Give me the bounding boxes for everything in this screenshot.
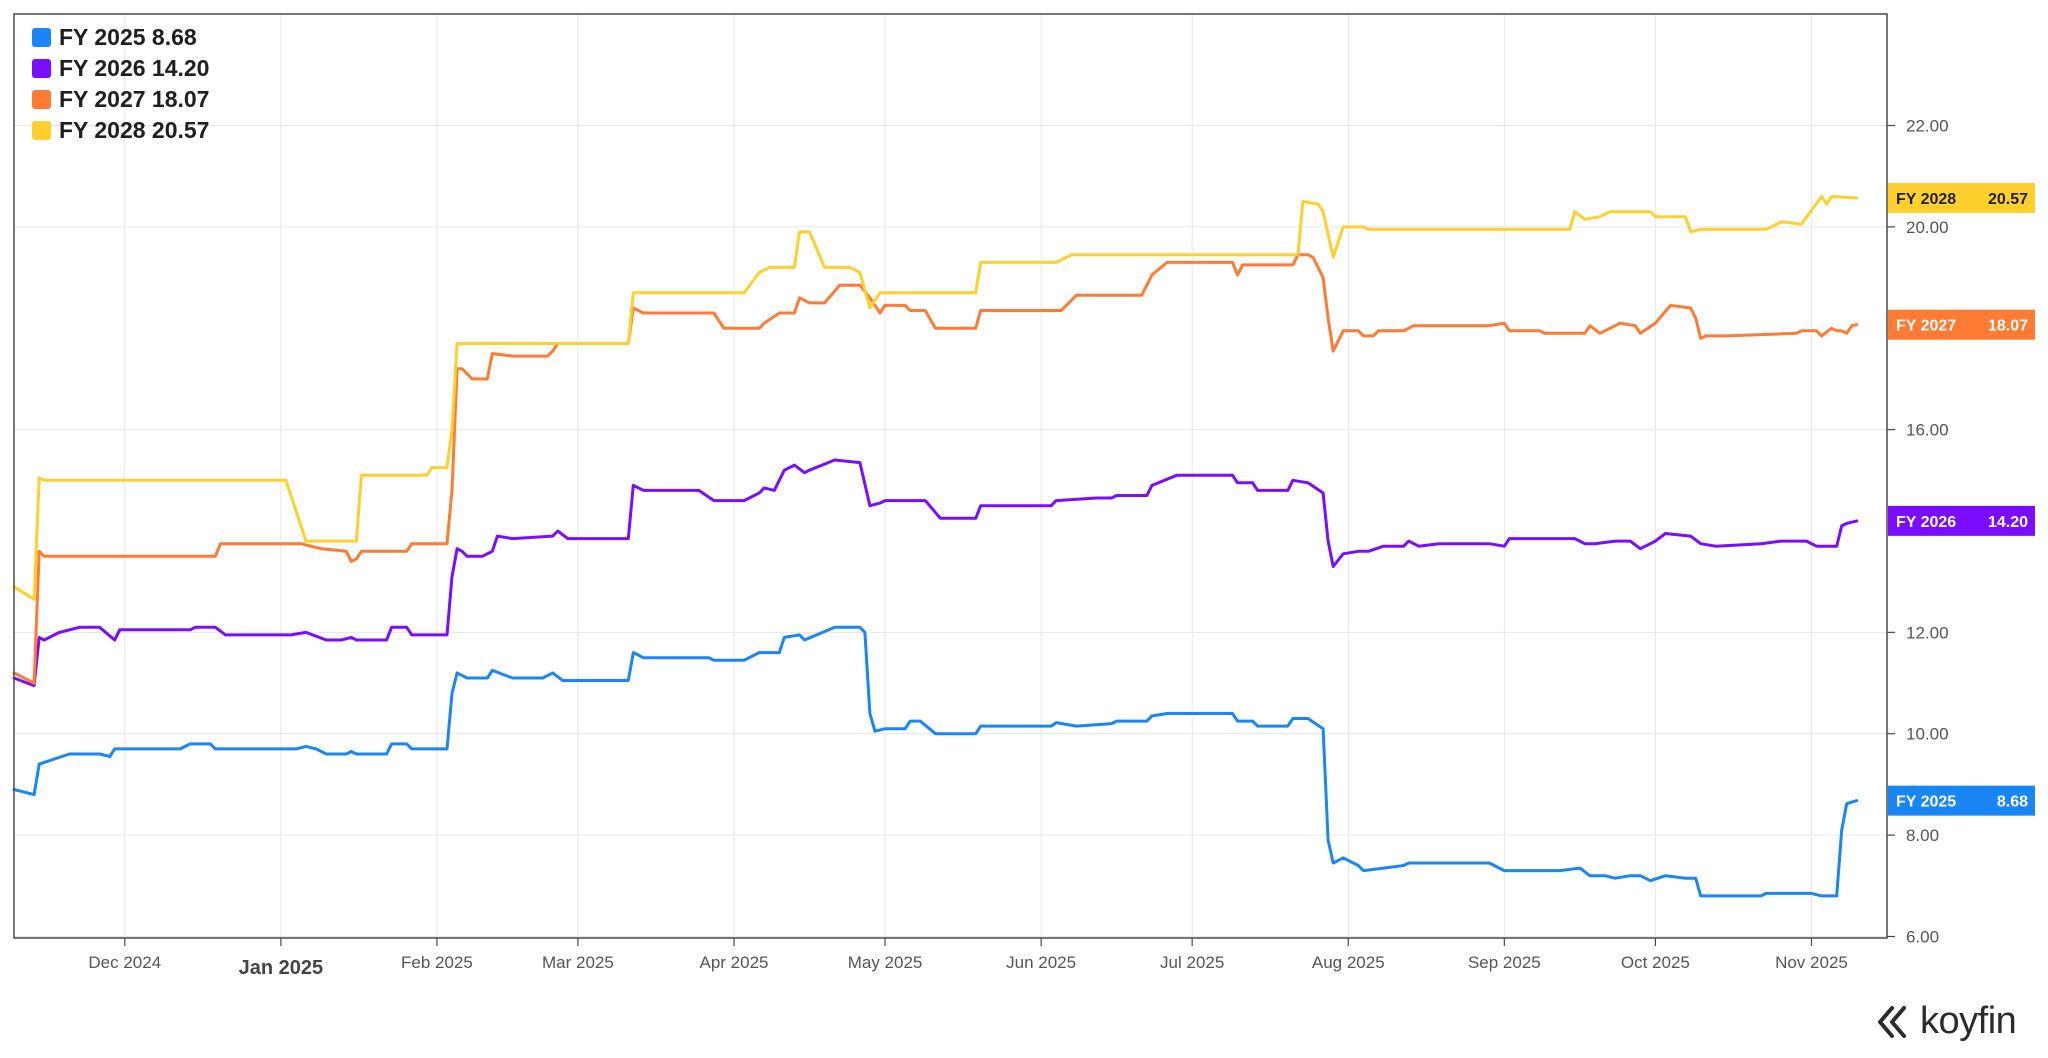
x-axis-ticks: Dec 2024 Jan 2025 Feb 2025 Mar 2025 Apr 2025…: [88, 938, 1848, 979]
legend-swatch-fy2027: [32, 90, 51, 109]
x-tick-label: May 2025: [848, 953, 923, 972]
tag-series-name: FY 2026: [1896, 514, 1956, 531]
x-tick-label: Jan 2025: [239, 957, 324, 979]
koyfin-logo[interactable]: koyfin: [1878, 1000, 2017, 1043]
y-tick-label: 10.00: [1906, 725, 1949, 744]
legend-swatch-fy2028: [32, 121, 51, 140]
last-value-tag-fy2027: FY 2027 18.07: [1888, 309, 2035, 340]
legend-swatch-fy2025: [32, 28, 51, 47]
x-tick-label: Jul 2025: [1160, 953, 1224, 972]
legend-label-fy2028: FY 2028 20.57: [59, 117, 210, 143]
y-tick-label: 8.00: [1906, 826, 1939, 845]
tag-background: [1888, 785, 2035, 816]
x-tick-label: Apr 2025: [699, 953, 768, 972]
y-tick-label: 6.00: [1906, 927, 1939, 946]
y-tick-label: 12.00: [1906, 623, 1949, 642]
tag-background: [1888, 182, 2035, 213]
tag-background: [1888, 505, 2035, 536]
x-tick-label: Jun 2025: [1006, 953, 1076, 972]
legend-label-fy2026: FY 2026 14.20: [59, 55, 210, 81]
legend-item-fy2027[interactable]: FY 2027 18.07: [32, 84, 209, 115]
series-line-fy2028[interactable]: [12, 195, 1859, 601]
series-line-fy2027[interactable]: [12, 253, 1859, 685]
last-value-tag-fy2028: FY 2028 20.57: [1888, 182, 2035, 213]
tag-last-value: 18.07: [1988, 318, 2028, 335]
y-tick-label: 20.00: [1906, 218, 1949, 237]
x-tick-label: Feb 2025: [401, 953, 473, 972]
tag-last-value: 14.20: [1988, 514, 2028, 531]
legend-item-fy2026[interactable]: FY 2026 14.20: [32, 53, 209, 84]
plot-border: [13, 13, 1888, 939]
x-tick-label: Dec 2024: [88, 953, 161, 972]
x-tick-label: Mar 2025: [542, 953, 614, 972]
series-line-fy2026[interactable]: [12, 458, 1859, 688]
legend-label-fy2027: FY 2027 18.07: [59, 86, 210, 112]
last-value-tag-fy2026: FY 2026 14.20: [1888, 505, 2035, 536]
x-tick-label: Oct 2025: [1621, 953, 1690, 972]
y-tick-label: 16.00: [1906, 421, 1949, 440]
koyfin-logo-icon: [1878, 1005, 1906, 1038]
legend-item-fy2025[interactable]: FY 2025 8.68: [32, 22, 209, 53]
y-axis-ticks: 6.00 8.00 10.00 12.00 16.00 20.00 22.00: [1887, 117, 1949, 946]
tag-series-name: FY 2028: [1896, 191, 1956, 208]
x-tick-label: Nov 2025: [1775, 953, 1848, 972]
chart-legend: FY 2025 8.68 FY 2026 14.20 FY 2027 18.07…: [32, 22, 209, 146]
last-value-tag-fy2025: FY 2025 8.68: [1888, 785, 2035, 816]
y-tick-label: 22.00: [1906, 117, 1949, 136]
tag-last-value: 20.57: [1988, 191, 2028, 208]
tag-series-name: FY 2027: [1896, 318, 1956, 335]
x-tick-label: Aug 2025: [1312, 953, 1385, 972]
logo-text: koyfin: [1920, 1000, 2017, 1042]
gridlines: [14, 14, 1887, 938]
tag-last-value: 8.68: [1997, 794, 2028, 811]
tag-series-name: FY 2025: [1896, 794, 1956, 811]
legend-label-fy2025: FY 2025 8.68: [59, 24, 197, 50]
legend-swatch-fy2026: [32, 59, 51, 78]
series-lines: [12, 195, 1859, 898]
x-tick-label: Sep 2025: [1468, 953, 1541, 972]
series-line-fy2025[interactable]: [12, 625, 1859, 898]
legend-item-fy2028[interactable]: FY 2028 20.57: [32, 115, 209, 146]
tag-background: [1888, 309, 2035, 340]
